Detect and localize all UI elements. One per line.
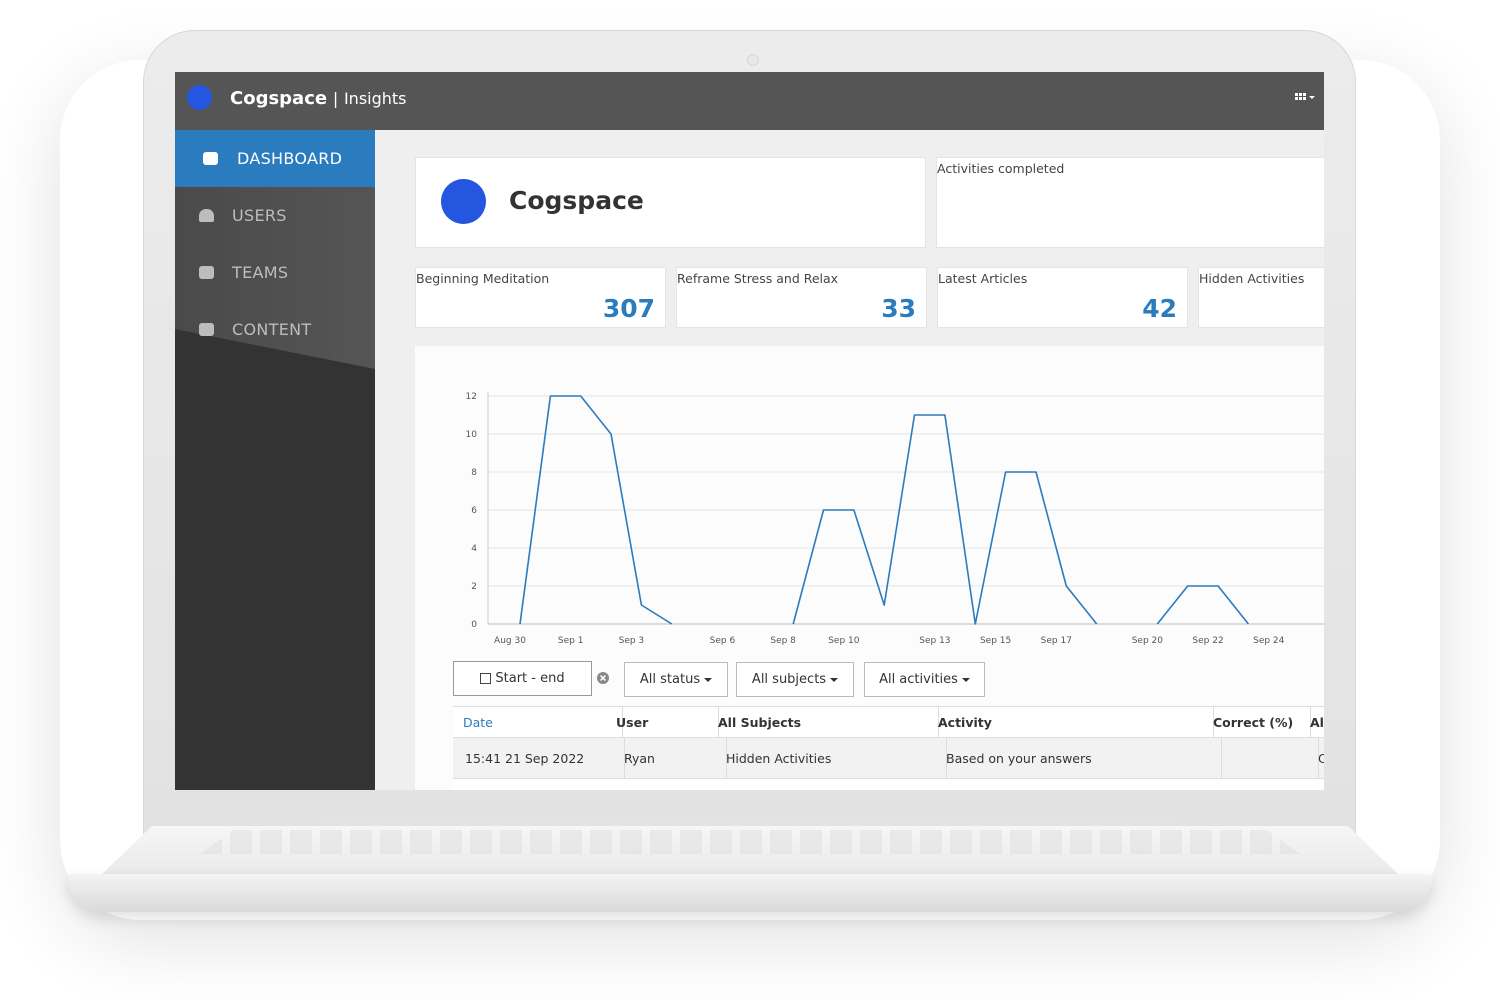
stat-card: Hidden Activities bbox=[1198, 267, 1324, 328]
y-tick-label: 6 bbox=[471, 506, 477, 516]
x-tick-label: Sep 8 bbox=[770, 636, 796, 646]
column-header: Correct (%) bbox=[1209, 707, 1311, 737]
caret bbox=[704, 677, 713, 682]
nav-label: USERS bbox=[232, 206, 287, 225]
nav-label: CONTENT bbox=[232, 320, 312, 339]
table-cell: Based on your answers bbox=[934, 737, 1222, 779]
table-cell: 15:41 21 Sep 2022 bbox=[453, 737, 625, 779]
org-card: Cogspace bbox=[415, 157, 926, 248]
stat-card: Beginning Meditation 307 bbox=[415, 267, 666, 328]
keyboard bbox=[200, 830, 1300, 854]
filter-button[interactable]: All activities bbox=[864, 662, 985, 697]
stat-card: Latest Articles 42 bbox=[937, 267, 1188, 328]
apps-menu[interactable] bbox=[1293, 91, 1319, 105]
apps-icon bbox=[1295, 93, 1315, 100]
y-tick-label: 10 bbox=[466, 430, 478, 440]
chart: 0 2 4 6 8 10 12 Aug 30 Sep 1 Sep 3 Sep 6 Sep 8 Sep 1… bbox=[466, 392, 1324, 646]
nav-item[interactable]: CONTENT bbox=[175, 301, 375, 358]
stat-label: Reframe Stress and Relax bbox=[677, 271, 839, 286]
table-row-bg bbox=[453, 737, 1324, 779]
laptop-base bbox=[68, 874, 1432, 912]
brand-name: Cogspace bbox=[230, 88, 328, 109]
x-tick-label: Sep 20 bbox=[1132, 636, 1164, 646]
x-tick-label: Sep 10 bbox=[828, 636, 860, 646]
filter-label: All subjects bbox=[751, 672, 827, 687]
column-header: Al bbox=[1306, 707, 1324, 737]
y-tick-label: 2 bbox=[471, 582, 477, 592]
nav-icon bbox=[199, 266, 214, 279]
y-tick-label: 12 bbox=[466, 392, 477, 402]
filter-label: All status bbox=[639, 672, 701, 687]
x-tick-label: Aug 30 bbox=[494, 636, 526, 646]
brand: Cogspace | Insights bbox=[230, 88, 407, 109]
nav-label: TEAMS bbox=[232, 263, 289, 282]
stat-label: Hidden Activities bbox=[1199, 271, 1305, 286]
calendar-icon bbox=[480, 673, 492, 684]
x-tick-label: Sep 15 bbox=[980, 636, 1011, 646]
filter-button[interactable]: Start - end bbox=[453, 661, 592, 696]
clear-date[interactable] bbox=[596, 671, 610, 685]
nav-label: DASHBOARD bbox=[237, 149, 343, 168]
logo bbox=[187, 85, 212, 110]
nav-item[interactable]: TEAMS bbox=[175, 244, 375, 301]
y-tick-label: 0 bbox=[471, 620, 477, 630]
stat-label: Beginning Meditation bbox=[416, 271, 550, 286]
column-header: Activity bbox=[934, 707, 1214, 737]
org-logo bbox=[441, 179, 486, 224]
brand-product: Insights bbox=[343, 89, 407, 108]
filter-label: Start - end bbox=[495, 671, 565, 686]
top-bar bbox=[175, 72, 1324, 130]
table-cell bbox=[1209, 737, 1319, 779]
camera bbox=[747, 54, 759, 66]
table-cell: C bbox=[1306, 737, 1324, 779]
nav-icon bbox=[199, 209, 214, 222]
column-header: All Subjects bbox=[714, 707, 939, 737]
nav-icon bbox=[203, 152, 218, 165]
x-tick-label: Sep 22 bbox=[1192, 636, 1223, 646]
nav-item[interactable]: DASHBOARD bbox=[175, 130, 375, 187]
stat-card: Reframe Stress and Relax 33 bbox=[676, 267, 927, 328]
filter-label: All activities bbox=[879, 672, 958, 687]
x-tick-label: Sep 24 bbox=[1253, 636, 1285, 646]
x-tick-label: Sep 17 bbox=[1041, 636, 1072, 646]
column-header: User bbox=[612, 707, 719, 737]
x-tick-label: Sep 1 bbox=[558, 636, 584, 646]
stat-value: 307 bbox=[602, 294, 655, 323]
screen: Cogspace | Insights DASHBOARD USERS TEAMS C… bbox=[175, 72, 1324, 790]
filter-button[interactable]: All status bbox=[624, 662, 728, 697]
column-header[interactable]: Date bbox=[453, 707, 623, 737]
nav-icon bbox=[199, 323, 214, 336]
caret bbox=[830, 677, 839, 682]
x-tick-label: Sep 6 bbox=[710, 636, 736, 646]
org-name: Cogspace bbox=[509, 186, 644, 215]
data-line bbox=[519, 395, 1250, 625]
table: Date User All Subjects Activity Correct (%) A… bbox=[453, 706, 1324, 790]
table-cell: Hidden Activities bbox=[714, 737, 947, 779]
stat-value: 33 bbox=[881, 294, 916, 323]
x-tick-label: Sep 13 bbox=[919, 636, 950, 646]
activities-card: Activities completed bbox=[936, 157, 1324, 248]
caret bbox=[961, 677, 970, 682]
y-tick-label: 4 bbox=[471, 544, 477, 554]
filter-button[interactable]: All subjects bbox=[736, 662, 854, 697]
nav-item[interactable]: USERS bbox=[175, 187, 375, 244]
y-tick-label: 8 bbox=[471, 468, 477, 478]
hinge bbox=[322, 814, 1178, 826]
table-cell: Ryan bbox=[612, 737, 727, 779]
activities-title: Activities completed bbox=[937, 161, 1065, 176]
stat-value: 42 bbox=[1142, 294, 1177, 323]
stat-label: Latest Articles bbox=[938, 271, 1028, 286]
x-tick-label: Sep 3 bbox=[619, 636, 645, 646]
brand-separator: | bbox=[332, 89, 339, 108]
